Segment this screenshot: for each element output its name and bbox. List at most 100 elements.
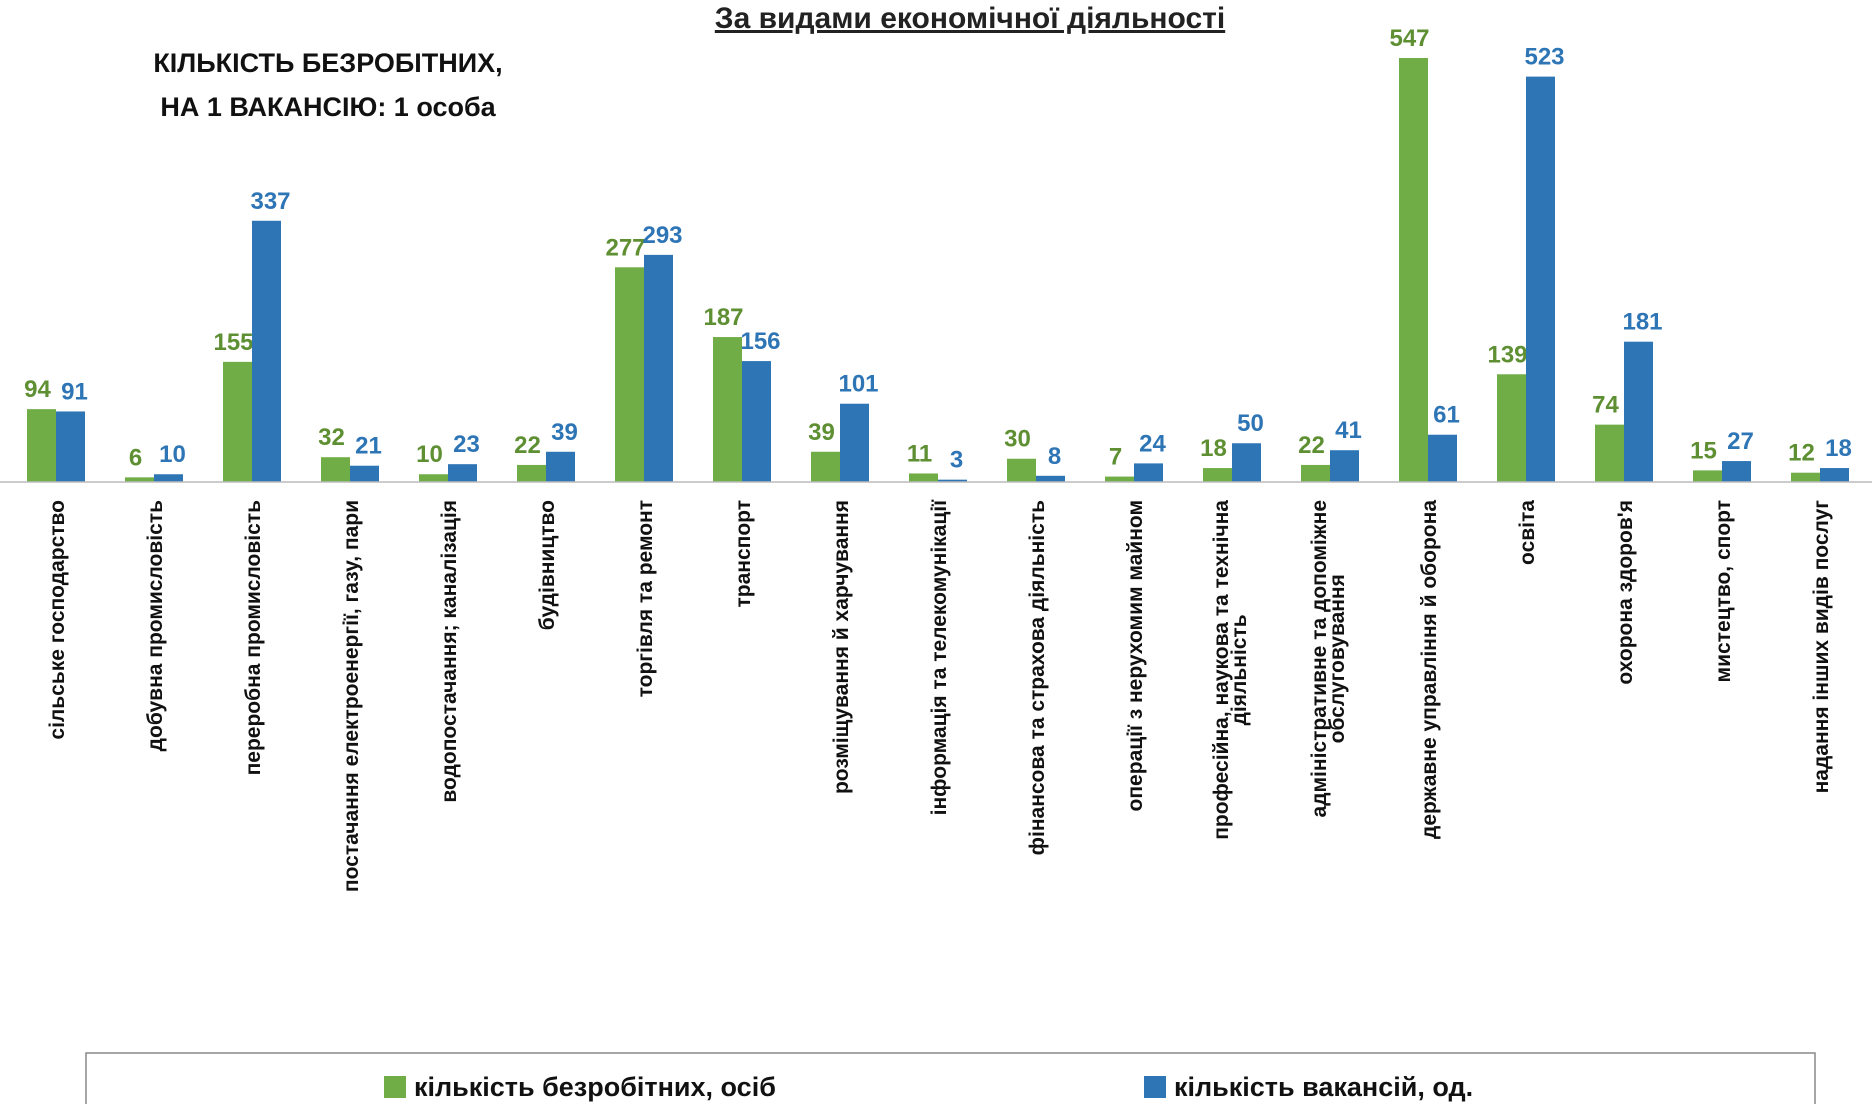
bar xyxy=(517,464,546,482)
data-label: 21 xyxy=(355,433,382,460)
x-tick-label: розміщування й харчування xyxy=(830,500,853,794)
x-tick-label: операції з нерухомим майном xyxy=(1124,500,1147,811)
x-tick-label: освіта xyxy=(1516,500,1539,565)
bar xyxy=(27,409,56,482)
bar xyxy=(1036,475,1065,482)
data-label: 24 xyxy=(1139,430,1166,457)
data-label: 94 xyxy=(24,376,51,403)
bar xyxy=(1134,463,1163,482)
bar xyxy=(1203,468,1232,482)
bar xyxy=(1428,434,1457,482)
x-tick-label: адміністративне та допоміжне xyxy=(1308,500,1331,817)
bar xyxy=(56,411,85,482)
x-tick-label: переробна промисловість xyxy=(242,500,265,775)
data-label: 293 xyxy=(642,222,682,249)
data-label: 10 xyxy=(159,441,186,468)
bar xyxy=(419,474,448,482)
legend-label: кількість безробітних, осіб xyxy=(414,1072,776,1102)
bar xyxy=(1301,464,1330,482)
data-label: 337 xyxy=(250,188,290,215)
bar xyxy=(1820,468,1849,482)
data-label: 39 xyxy=(808,419,835,446)
x-tick-label: фінансова та страхова діяльність xyxy=(1026,500,1049,855)
bar xyxy=(713,337,742,482)
data-label: 30 xyxy=(1004,426,1031,453)
data-label: 15 xyxy=(1690,437,1717,464)
data-label: 6 xyxy=(129,444,142,471)
data-label: 32 xyxy=(318,424,345,451)
data-label: 11 xyxy=(907,440,932,467)
data-label: 547 xyxy=(1389,25,1429,52)
x-tick-label: надання інших видів послуг xyxy=(1810,500,1833,794)
x-tick-label: будівництво xyxy=(536,500,559,630)
bar xyxy=(154,474,183,482)
x-tick-label: сільське господарство xyxy=(46,500,69,740)
data-label: 277 xyxy=(605,234,645,261)
legend-box xyxy=(85,1052,1816,1104)
bar xyxy=(742,361,771,482)
data-label: 101 xyxy=(838,371,878,398)
data-label: 12 xyxy=(1788,440,1815,467)
x-tick-label: охорона здоров'я xyxy=(1614,500,1637,685)
data-label: 3 xyxy=(950,447,963,474)
bar xyxy=(938,479,967,482)
bar xyxy=(1105,476,1134,482)
data-label: 18 xyxy=(1825,435,1852,462)
data-label: 181 xyxy=(1622,309,1662,336)
bar xyxy=(811,451,840,482)
x-tick-label: транспорт xyxy=(732,500,755,608)
data-label: 156 xyxy=(740,328,780,355)
annotation: КІЛЬКІСТЬ БЕЗРОБІТНИХ, xyxy=(153,48,502,78)
data-label: 18 xyxy=(1200,435,1227,462)
bar xyxy=(223,361,252,482)
bar xyxy=(1007,458,1036,482)
data-label: 27 xyxy=(1727,428,1754,455)
annotation: НА 1 ВАКАНСІЮ: 1 особа xyxy=(160,92,496,122)
legend-swatch xyxy=(1144,1076,1166,1098)
bar xyxy=(644,254,673,482)
data-label: 39 xyxy=(551,419,578,446)
data-label: 23 xyxy=(453,431,480,458)
bar xyxy=(350,465,379,482)
data-label: 187 xyxy=(703,304,743,331)
bar xyxy=(909,473,938,482)
data-label: 7 xyxy=(1109,444,1122,471)
bar xyxy=(1595,424,1624,482)
bar xyxy=(1791,472,1820,482)
bar xyxy=(546,451,575,482)
data-label: 74 xyxy=(1592,392,1619,419)
legend-label: кількість вакансій, од. xyxy=(1174,1072,1473,1102)
bar xyxy=(1399,58,1428,482)
bar xyxy=(1526,76,1555,482)
x-tick-label: торгівля та ремонт xyxy=(634,500,657,697)
x-tick-label: мистецтво, спорт xyxy=(1712,500,1735,682)
bar xyxy=(1232,443,1261,482)
x-tick-label: діяльність xyxy=(1228,614,1251,725)
bar xyxy=(252,220,281,482)
x-tick-label: обслуговування xyxy=(1326,574,1349,743)
data-label: 22 xyxy=(1298,432,1325,459)
x-tick-label: інформація та телекомунікації xyxy=(928,499,951,815)
data-label: 22 xyxy=(514,432,541,459)
bar xyxy=(840,403,869,482)
data-label: 41 xyxy=(1335,417,1362,444)
data-label: 139 xyxy=(1487,341,1527,368)
data-label: 50 xyxy=(1237,410,1264,437)
x-tick-label: постачання електроенергії, газу, пари xyxy=(340,500,363,892)
data-label: 155 xyxy=(213,329,253,356)
bar xyxy=(321,457,350,482)
data-label: 523 xyxy=(1524,44,1564,71)
bar xyxy=(615,267,644,482)
bar xyxy=(1624,341,1653,482)
bar xyxy=(1330,450,1359,482)
data-label: 91 xyxy=(61,378,88,405)
bar xyxy=(1693,470,1722,482)
bar xyxy=(125,477,154,482)
chart-title: За видами економічної діяльності xyxy=(715,2,1225,35)
bar xyxy=(448,464,477,482)
x-tick-label: професійна, наукова та технічна xyxy=(1210,500,1233,840)
data-label: 8 xyxy=(1048,443,1061,470)
x-tick-label: водопостачання; каналізація xyxy=(438,500,461,803)
legend-swatch xyxy=(384,1076,406,1098)
